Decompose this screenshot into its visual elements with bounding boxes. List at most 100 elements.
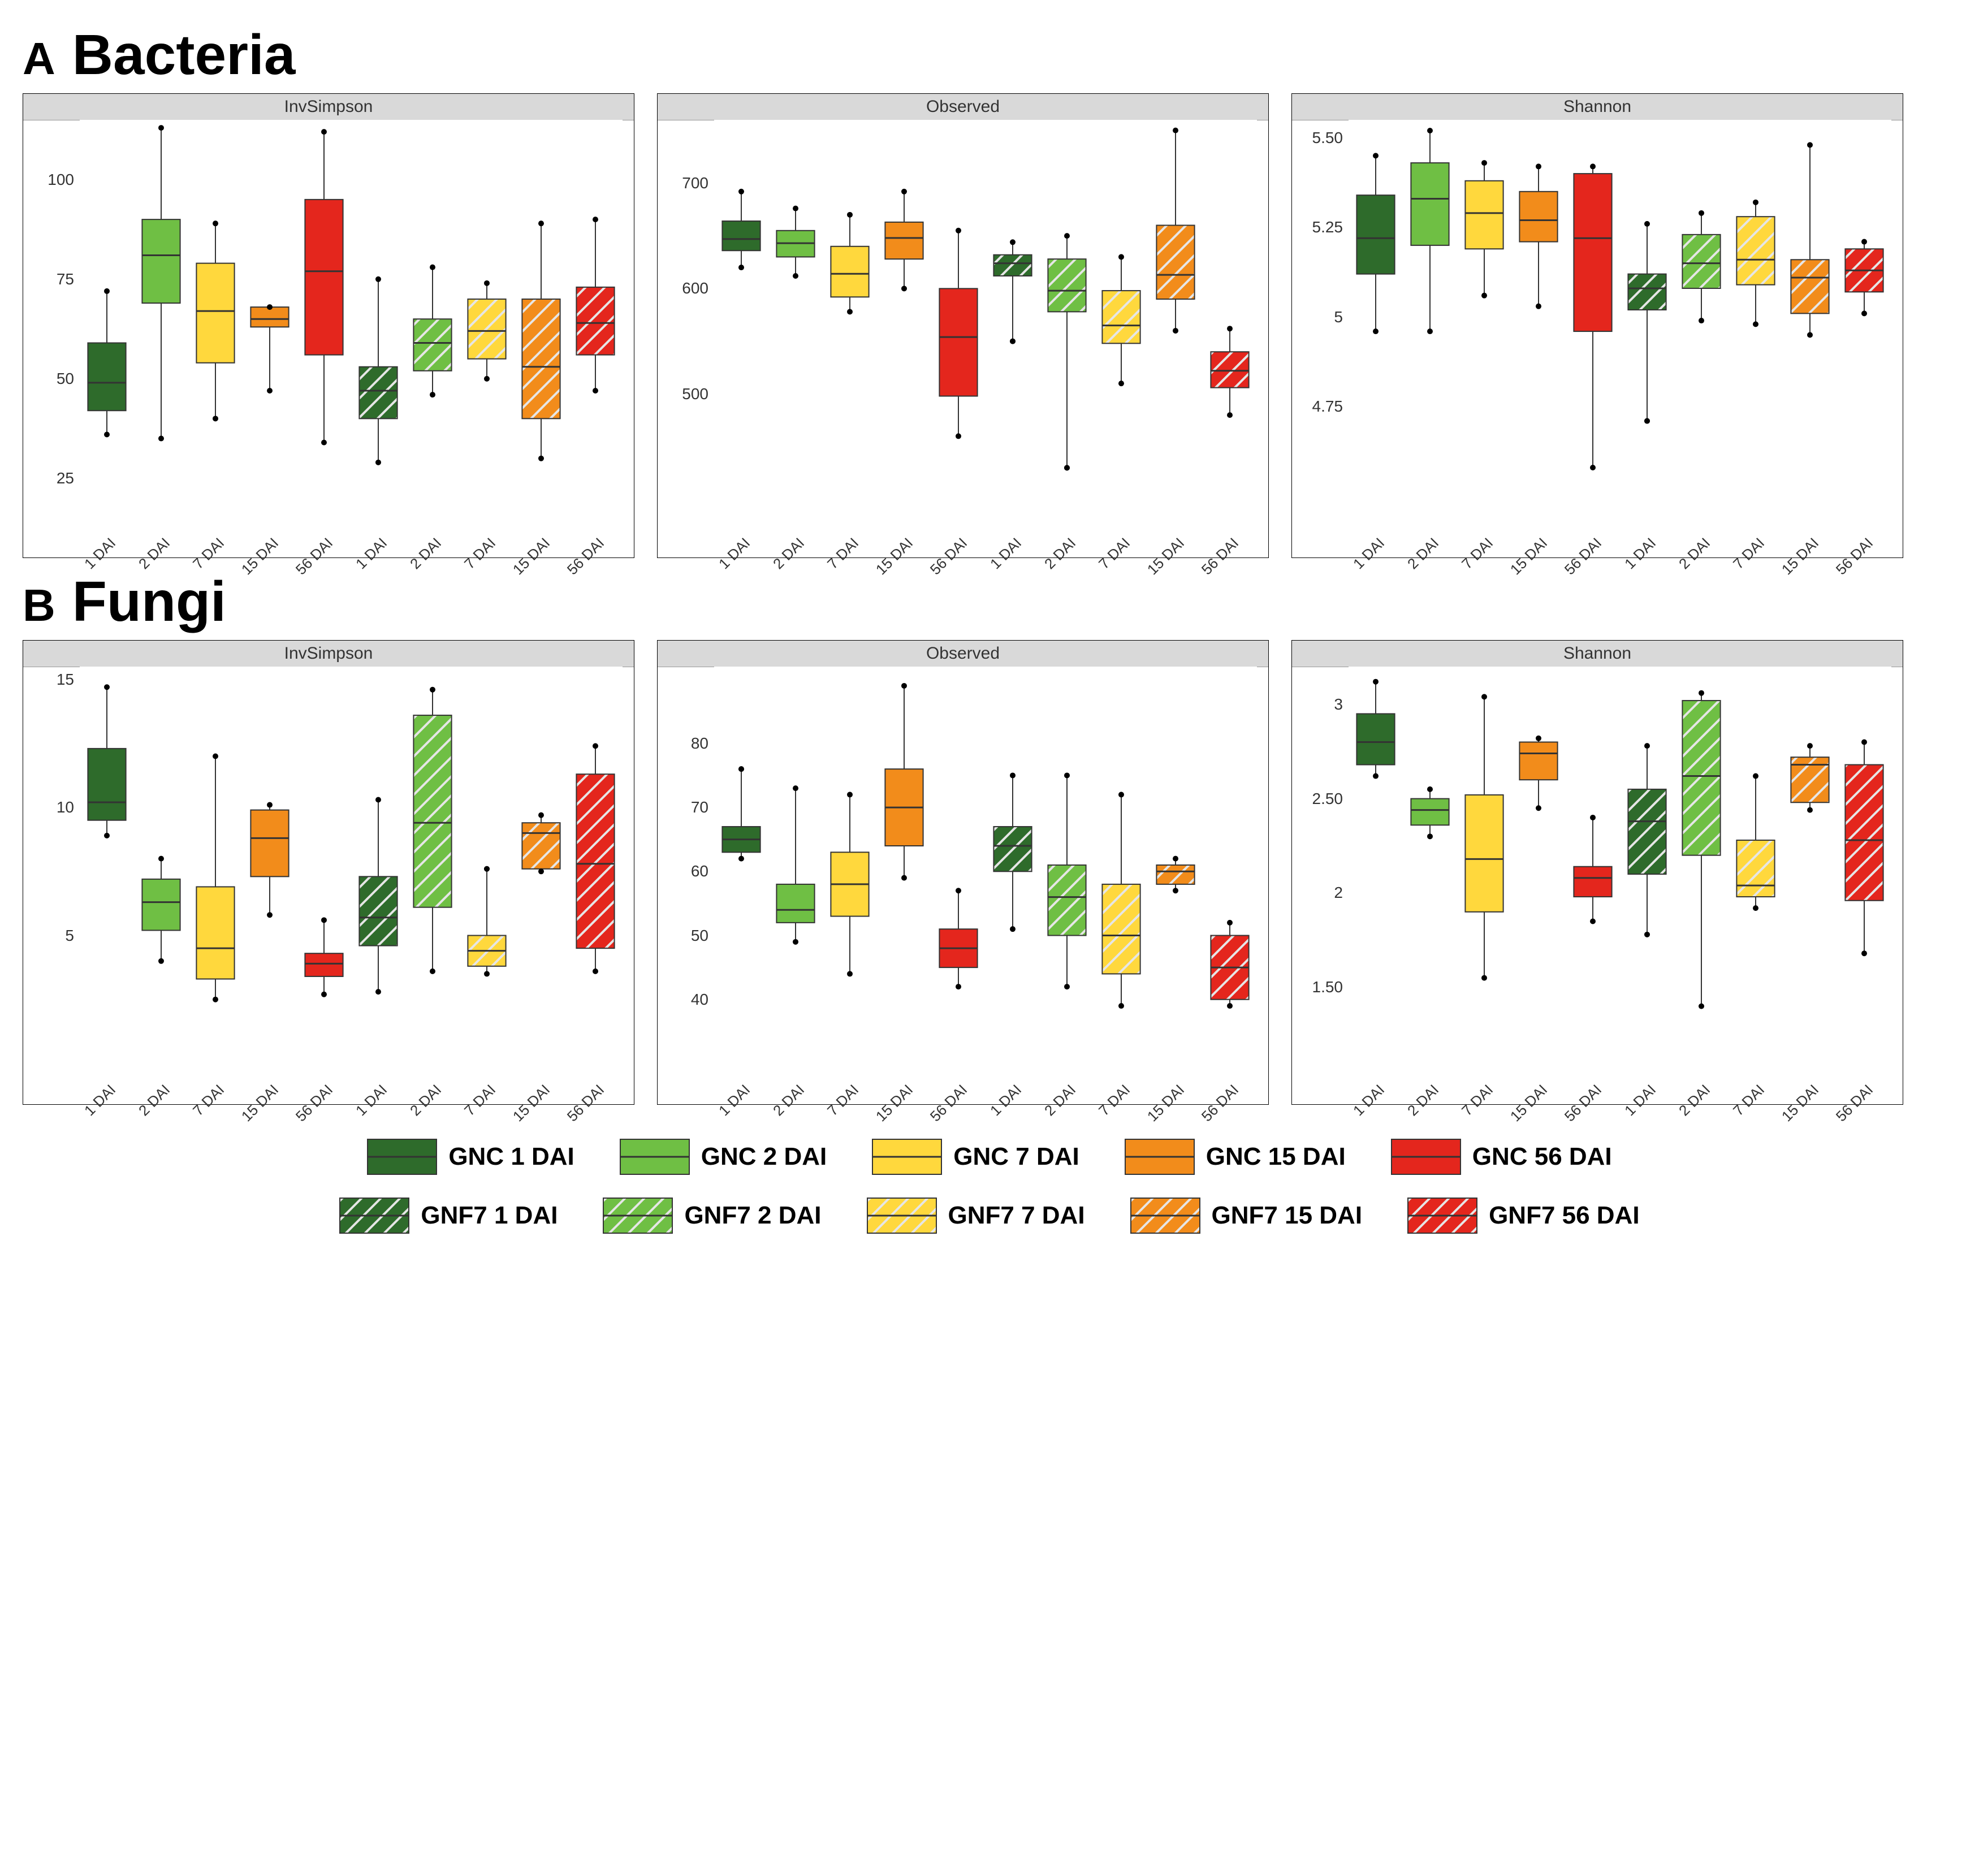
panel-b-title: Fungi <box>72 569 226 634</box>
x-tick-label: 56 DAI <box>564 1081 608 1125</box>
legend-label: GNC 7 DAI <box>953 1143 1079 1171</box>
x-tick-label: 1 DAI <box>715 534 754 573</box>
panel-a-title: Bacteria <box>72 23 296 88</box>
x-tick-label: 2 DAI <box>1041 1081 1079 1119</box>
y-tick-label: 2 <box>1334 884 1349 902</box>
legend-item: GNF7 7 DAI <box>867 1198 1085 1234</box>
subplot-B-invsimpson: InvSimpsonAlpha Diversity Measure510151 … <box>23 640 634 1105</box>
legend-swatch <box>620 1139 690 1175</box>
x-tick-label: 1 DAI <box>987 1081 1025 1119</box>
boxplot-svg <box>714 667 1257 1025</box>
x-tick-label: 2 DAI <box>1675 534 1714 573</box>
box <box>1156 225 1194 299</box>
box <box>776 884 814 923</box>
box <box>1102 291 1140 343</box>
boxplot-svg <box>1349 120 1891 478</box>
x-tick-label: 56 DAI <box>1561 1081 1605 1125</box>
strip-title: Observed <box>658 94 1268 120</box>
x-tick-label: 15 DAI <box>509 1081 554 1125</box>
y-tick-label: 75 <box>57 270 80 288</box>
x-tick-label: 1 DAI <box>352 534 391 573</box>
box <box>1628 789 1666 874</box>
box <box>250 810 288 877</box>
box <box>993 255 1031 276</box>
subplot-B-shannon: Shannon1.5022.5031 DAI2 DAI7 DAI15 DAI56… <box>1291 640 1903 1105</box>
x-tick-label: 7 DAI <box>189 534 228 573</box>
y-tick-label: 10 <box>57 798 80 816</box>
x-tick-label: 1 DAI <box>352 1081 391 1119</box>
legend-item: GNF7 2 DAI <box>603 1198 821 1234</box>
x-tick-label: 2 DAI <box>407 1081 445 1119</box>
box <box>576 774 614 948</box>
y-tick-label: 80 <box>691 734 714 753</box>
legend-item: GNC 15 DAI <box>1125 1139 1346 1175</box>
box <box>1465 181 1503 249</box>
strip-title: InvSimpson <box>23 94 634 120</box>
boxplot-svg <box>1349 667 1891 1025</box>
box <box>885 222 923 259</box>
x-tick-label: 56 DAI <box>1833 1081 1877 1125</box>
boxplot-svg <box>80 120 623 478</box>
x-tick-label: 15 DAI <box>872 1081 917 1125</box>
box <box>413 319 451 371</box>
x-tick-label: 2 DAI <box>1675 1081 1714 1119</box>
x-tick-label: 2 DAI <box>1041 534 1079 573</box>
x-tick-label: 7 DAI <box>1095 1081 1134 1119</box>
y-tick-label: 100 <box>47 171 80 189</box>
box <box>1574 174 1611 331</box>
box <box>413 715 451 907</box>
y-tick-label: 50 <box>57 370 80 388</box>
box <box>1356 195 1394 274</box>
y-tick-label: 60 <box>691 862 714 880</box>
plot-area: 255075100 <box>80 120 623 478</box>
y-tick-label: 5 <box>65 927 80 945</box>
panel-a-header: A Bacteria <box>23 23 1956 88</box>
box <box>88 343 126 410</box>
box <box>1356 714 1394 764</box>
x-tick-label: 15 DAI <box>1507 1081 1551 1125</box>
box <box>1519 742 1557 780</box>
x-tick-label: 7 DAI <box>461 1081 499 1119</box>
panel-a-row: InvSimpsonAlpha Diversity Measure2550751… <box>23 93 1956 558</box>
box <box>1048 865 1086 936</box>
x-tick-label: 1 DAI <box>987 534 1025 573</box>
legend-item: GNF7 15 DAI <box>1130 1198 1363 1234</box>
x-tick-label: 2 DAI <box>1404 1081 1442 1119</box>
x-tick-label: 15 DAI <box>1778 1081 1822 1125</box>
box <box>522 823 560 869</box>
box <box>1411 163 1449 245</box>
x-tick-label: 1 DAI <box>1621 1081 1660 1119</box>
box <box>1682 701 1720 855</box>
x-tick-label: 2 DAI <box>770 534 808 573</box>
box <box>196 887 234 979</box>
box <box>359 367 397 419</box>
box <box>88 749 126 820</box>
y-tick-label: 70 <box>691 798 714 816</box>
legend-label: GNF7 2 DAI <box>684 1201 821 1230</box>
legend-swatch <box>339 1198 409 1234</box>
x-tick-label: 7 DAI <box>824 1081 862 1119</box>
box <box>1156 865 1194 884</box>
x-tick-label: 15 DAI <box>1144 1081 1188 1125</box>
box <box>1465 795 1503 912</box>
legend-item: GNC 2 DAI <box>620 1139 827 1175</box>
panel-b-row: InvSimpsonAlpha Diversity Measure510151 … <box>23 640 1956 1105</box>
legend-swatch <box>1391 1139 1461 1175</box>
legend-item: GNF7 1 DAI <box>339 1198 558 1234</box>
box <box>522 299 560 418</box>
x-tick-label: 7 DAI <box>1730 534 1768 573</box>
box <box>831 247 868 297</box>
strip-title: InvSimpson <box>23 641 634 667</box>
y-tick-label: 40 <box>691 991 714 1009</box>
x-tick-label: 1 DAI <box>81 1081 119 1119</box>
box <box>1845 765 1883 901</box>
box <box>305 953 343 976</box>
legend-item: GNC 1 DAI <box>367 1139 574 1175</box>
legend-swatch <box>1125 1139 1195 1175</box>
subplot-A-invsimpson: InvSimpsonAlpha Diversity Measure2550751… <box>23 93 634 558</box>
plot-area: 4.7555.255.50 <box>1349 120 1891 478</box>
box <box>1791 260 1829 313</box>
legend-label: GNC 15 DAI <box>1206 1143 1346 1171</box>
legend-label: GNF7 7 DAI <box>948 1201 1085 1230</box>
legend-label: GNF7 1 DAI <box>421 1201 558 1230</box>
